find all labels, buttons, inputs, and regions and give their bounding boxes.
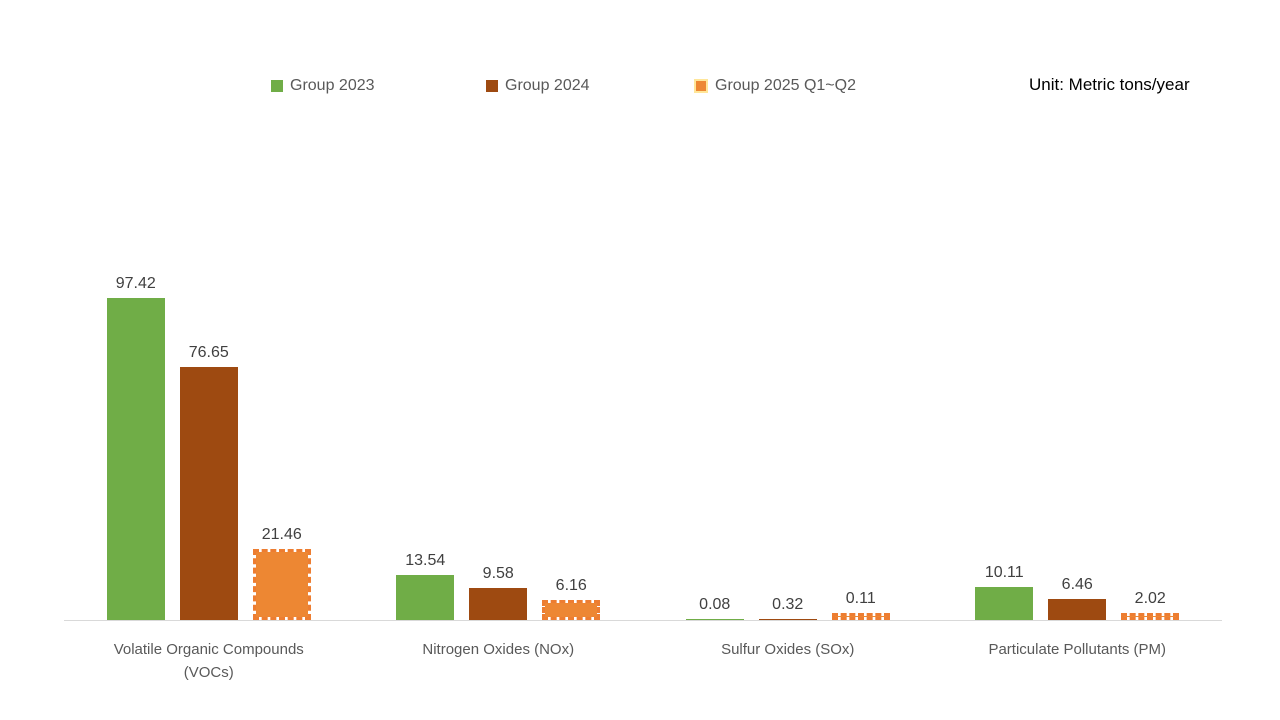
category-axis: Volatile Organic Compounds (VOCs) Nitroge… [64,638,1222,684]
legend-swatch-orange-dashed-icon [694,79,708,93]
legend-label: Group 2023 [290,77,375,94]
bar-with-label: 13.54 [396,552,455,620]
legend-swatch-brown-icon [486,80,498,92]
bar [1048,598,1107,620]
bar-with-label: 6.16 [542,576,601,620]
bar [542,599,601,620]
bar-value-label: 2.02 [1134,590,1166,607]
bar [685,618,744,620]
bar [1121,613,1180,620]
category-label: Nitrogen Oxides (NOx) [422,641,575,658]
bar-group: 0.08 0.32 0.11 [643,590,933,620]
bar [396,575,455,620]
bar-with-label: 0.08 [685,595,744,620]
bar-with-label: 76.65 [179,343,238,620]
legend-item-group-2025: Group 2025 Q1~Q2 [694,76,856,96]
legend-swatch-green-icon [271,80,283,92]
category-label: Sulfur Oxides (SOx) [721,641,855,658]
legend-label: Group 2025 Q1~Q2 [715,77,856,94]
bar [469,588,528,620]
bar-value-label: 0.08 [699,595,731,613]
bar [831,613,890,620]
bar-value-label: 6.16 [555,576,587,594]
bar [758,618,817,620]
bar-group: 10.11 6.46 2.02 [933,564,1223,620]
legend-label: Group 2024 [505,77,590,94]
bar [106,298,165,620]
unit-label: Unit: Metric tons/year [1029,75,1190,94]
bar-value-label: 6.46 [1061,575,1093,593]
bar-with-label: 6.46 [1048,575,1107,620]
bar [975,586,1034,620]
bar [252,549,311,620]
bar-with-label: 9.58 [469,565,528,620]
bar-value-label: 0.11 [845,590,876,607]
bar-with-label: 10.11 [975,563,1034,620]
bar-value-label: 9.58 [482,565,514,583]
bar-value-label: 13.54 [405,552,446,570]
legend-item-group-2023: Group 2023 [271,76,375,96]
bar-with-label: 21.46 [252,526,311,620]
plot-area: 97.42 76.65 21.46 13.54 9.58 6.16 0.08 0.32 0.11… [64,141,1222,621]
bar [179,366,238,620]
bar-group: 97.42 76.65 21.46 [64,275,354,620]
bar-with-label: 97.42 [106,275,165,620]
bar-value-label: 76.65 [188,343,229,361]
bar-value-label: 0.32 [772,595,804,613]
bar-group: 13.54 9.58 6.16 [354,552,644,620]
bar-value-label: 21.46 [261,526,302,544]
category-label: Volatile Organic Compounds (VOCs) [113,641,304,681]
category-label: Particulate Pollutants (PM) [988,641,1167,658]
bar-with-label: 0.11 [831,590,890,620]
bar-with-label: 2.02 [1121,590,1180,620]
bar-value-label: 97.42 [115,275,156,293]
legend-item-group-2024: Group 2024 [486,76,590,96]
bar-with-label: 0.32 [758,595,817,620]
bar-value-label: 10.11 [984,563,1024,581]
